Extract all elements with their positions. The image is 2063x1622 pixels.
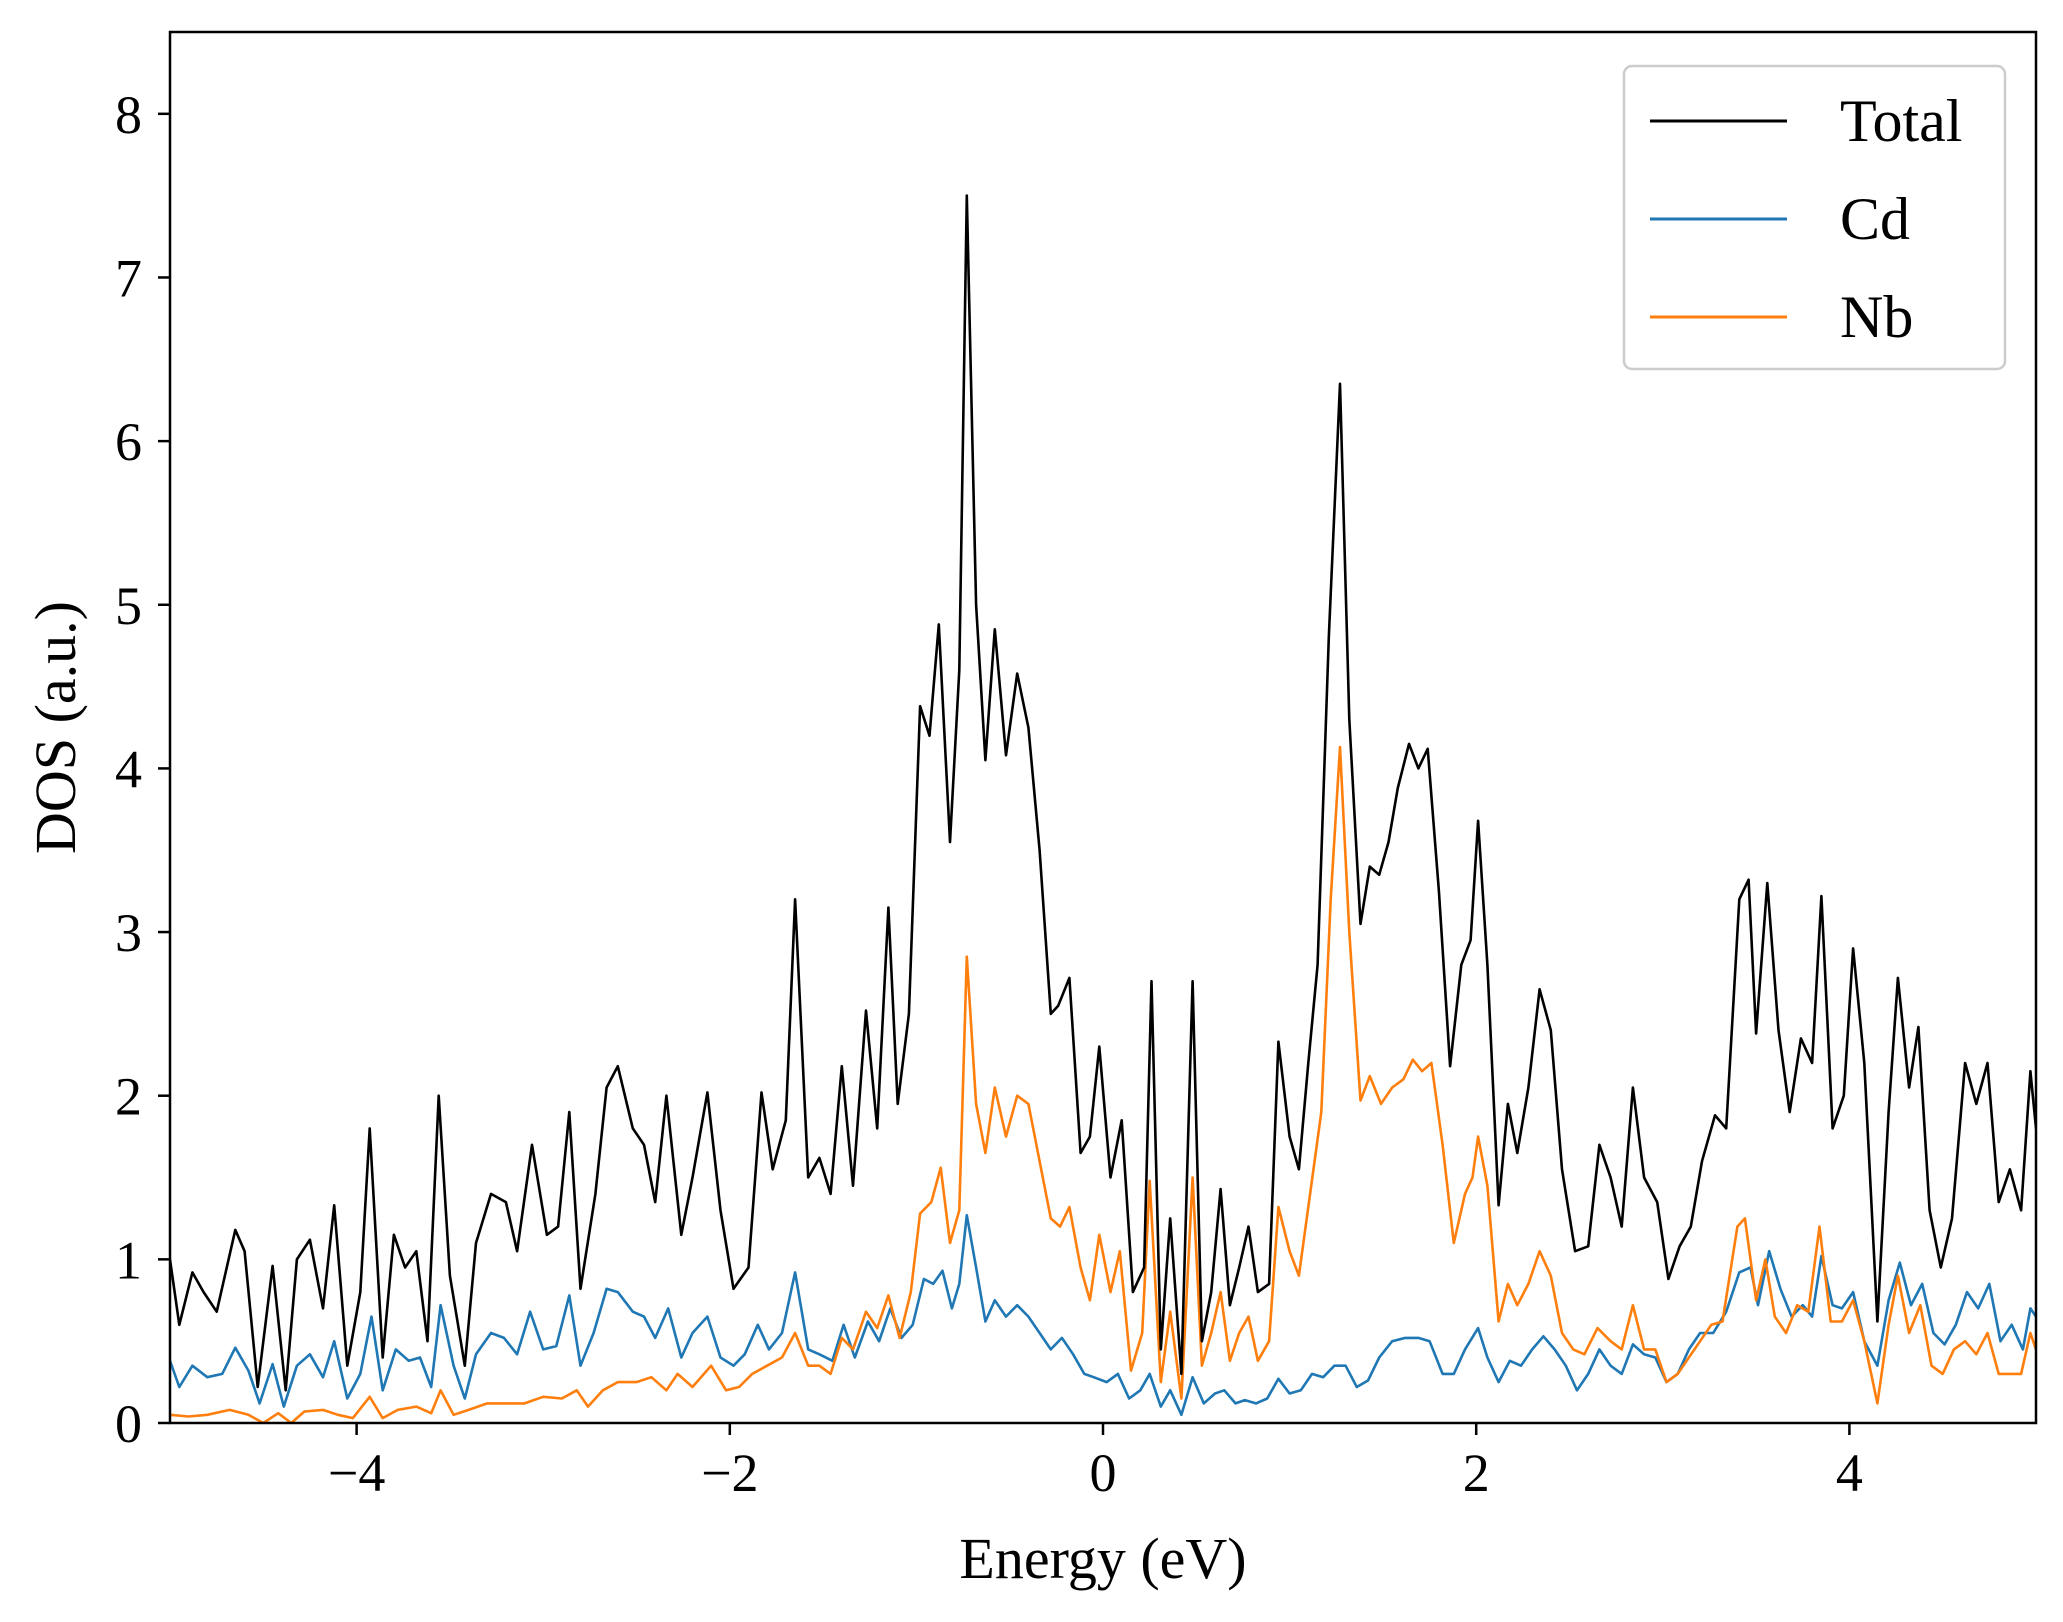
y-tick-label: 4 [115,739,142,799]
legend-label-total: Total [1840,88,1962,154]
y-tick-label: 7 [115,248,142,308]
series-line-nb [170,745,2036,1423]
legend-box [1622,64,2007,371]
x-tick-label: 4 [1836,1443,1863,1503]
y-tick-label: 6 [115,412,142,472]
y-tick-label: 3 [115,903,142,963]
legend-label-nb: Nb [1840,284,1913,350]
x-axis-label: Energy (eV) [959,1526,1246,1591]
legend: Total Cd Nb [1622,64,2007,371]
y-tick-label: 5 [115,576,142,636]
x-tick-label: 2 [1463,1443,1490,1503]
y-tick-label: 8 [115,85,142,145]
series-layer [170,194,2036,1423]
y-axis-label: DOS (a.u.) [23,601,88,854]
y-axis-ticks: 0 1 2 3 4 5 6 7 8 [115,85,170,1454]
x-tick-label: −4 [328,1443,385,1503]
legend-label-cd: Cd [1840,186,1910,252]
series-line-cd [170,1213,2036,1417]
legend-items: Total Cd Nb [1650,88,1962,350]
series-line-total [170,194,2036,1392]
x-axis-ticks: −4 −2 0 2 4 [328,1423,1863,1503]
x-tick-label: −2 [701,1443,758,1503]
y-tick-label: 0 [115,1394,142,1454]
x-tick-label: 0 [1090,1443,1117,1503]
y-tick-label: 2 [115,1067,142,1127]
y-tick-label: 1 [115,1230,142,1290]
